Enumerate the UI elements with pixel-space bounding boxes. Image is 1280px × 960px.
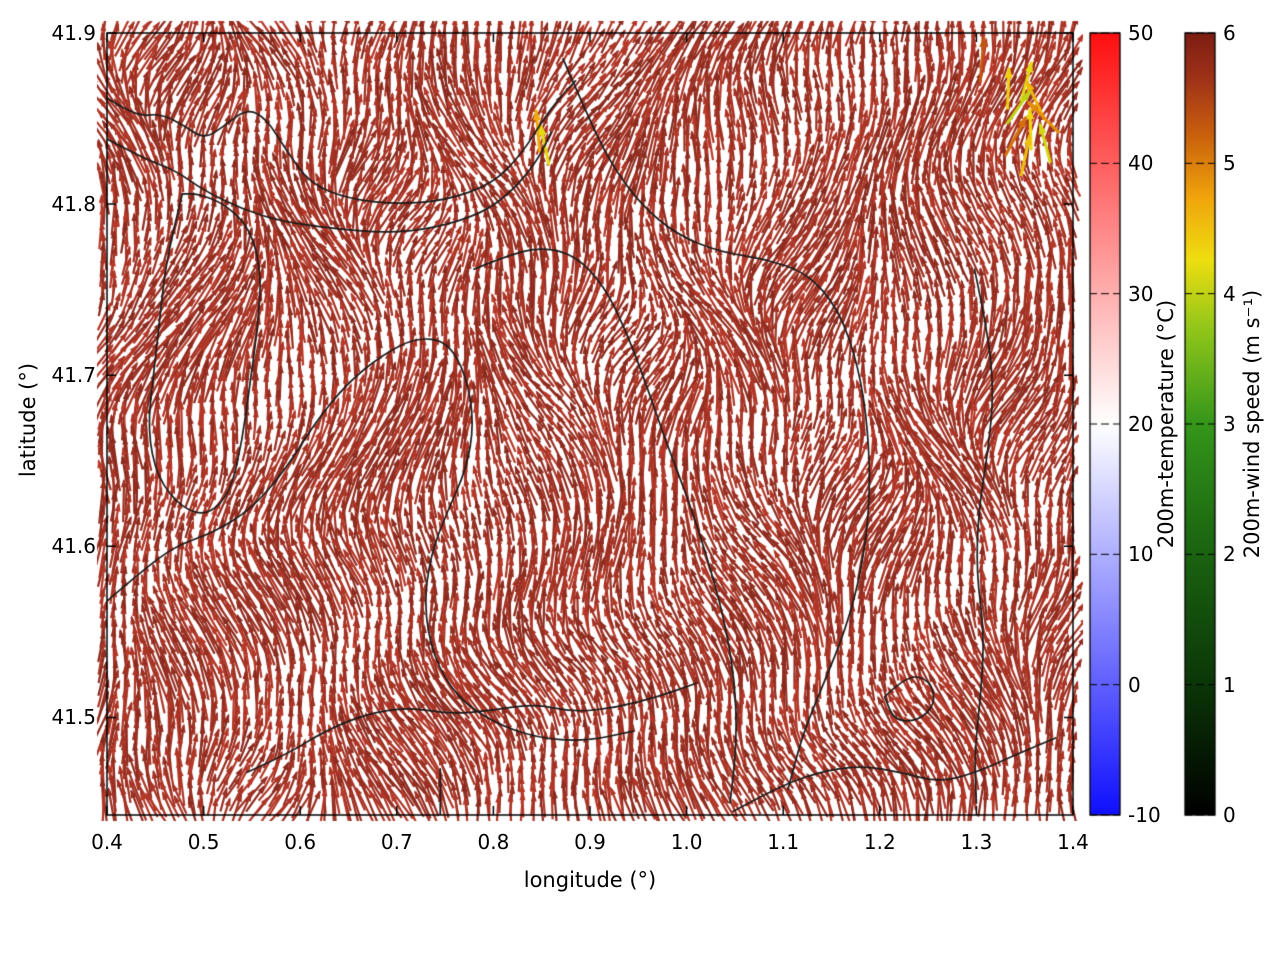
temperature-colorbar-label: 200m-temperature (°C) (1154, 299, 1178, 549)
temperature-colorbar-tick-label: -10 (1128, 803, 1161, 827)
y-tick-label: 41.9 (51, 21, 96, 45)
x-tick-label: 0.4 (91, 830, 123, 854)
wind-speed-colorbar-label: 200m-wind speed (m s⁻¹) (1240, 289, 1264, 559)
x-tick-label: 1.4 (1057, 830, 1089, 854)
y-tick-label: 41.6 (51, 534, 96, 559)
wind-speed-colorbar-tick-label: 4 (1223, 281, 1236, 306)
x-tick-label: 1.1 (767, 830, 800, 854)
temperature-colorbar-tick-label: 0 (1128, 672, 1141, 697)
y-tick-label: 41.5 (51, 705, 96, 730)
x-tick-label: 0.9 (574, 830, 606, 854)
x-tick-label: 1.3 (960, 830, 993, 854)
temperature-colorbar-tick-label: 40 (1128, 151, 1154, 176)
wind-speed-colorbar-tick-label: 6 (1223, 21, 1236, 45)
x-tick-label: 0.7 (380, 830, 413, 854)
wind-speed-colorbar-tick-label: 0 (1223, 803, 1236, 827)
x-tick-label: 0.5 (187, 830, 220, 854)
x-axis-label: longitude (°) (523, 868, 657, 892)
wind-speed-colorbar-tick-label: 5 (1223, 151, 1236, 176)
x-tick-label: 0.8 (477, 830, 510, 854)
y-tick-label: 41.7 (51, 363, 96, 388)
x-tick-label: 1.2 (863, 830, 896, 854)
wind-speed-colorbar-tick-label: 1 (1223, 672, 1236, 697)
wind-speed-colorbar-tick-label: 3 (1223, 412, 1236, 436)
x-tick-label: 1.0 (670, 830, 703, 854)
temperature-colorbar-tick-label: 50 (1128, 21, 1154, 45)
temperature-colorbar-tick-label: 10 (1128, 542, 1154, 567)
y-tick-label: 41.8 (51, 192, 96, 217)
temperature-colorbar-tick-label: 20 (1128, 412, 1154, 436)
temperature-colorbar-tick-label: 30 (1128, 281, 1154, 306)
wind-speed-colorbar-tick-label: 2 (1223, 542, 1236, 567)
x-tick-label: 0.6 (284, 830, 317, 854)
